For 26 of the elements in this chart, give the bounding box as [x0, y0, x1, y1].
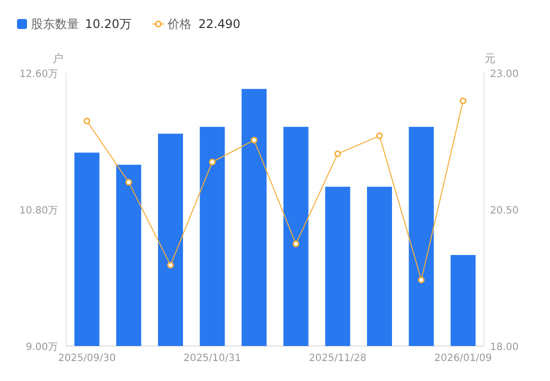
x-tick-label: 2025/09/30	[58, 353, 116, 364]
text: 22.490	[198, 17, 240, 31]
x-tick-label: 2026/01/09	[434, 353, 492, 364]
point	[84, 118, 90, 124]
point	[418, 276, 425, 284]
y2-tick-label: 23.00	[490, 69, 519, 80]
y2-tick-label: 18.00	[490, 342, 519, 353]
x-tick-label: 2025/11/28	[308, 353, 367, 364]
x-tick-label: 2025/10/31	[183, 353, 242, 364]
text: 10.20万	[85, 17, 132, 31]
point	[125, 178, 132, 186]
y-axis-title: 户	[52, 52, 64, 65]
legend-label: 价格	[166, 17, 192, 31]
y2-axis-title: 元	[484, 52, 496, 65]
point	[208, 158, 216, 166]
point	[292, 240, 300, 248]
point	[334, 150, 342, 158]
point	[376, 132, 383, 140]
y-tick-label: 9.00万	[26, 342, 58, 353]
legend-label: 股东数量	[31, 17, 79, 31]
point	[460, 97, 466, 104]
point	[167, 262, 174, 269]
y-tick-label: 12.60万	[19, 69, 58, 80]
y2-tick-label: 20.50	[490, 206, 519, 216]
y-tick-label: 10.80万	[19, 206, 58, 216]
point	[250, 136, 258, 144]
